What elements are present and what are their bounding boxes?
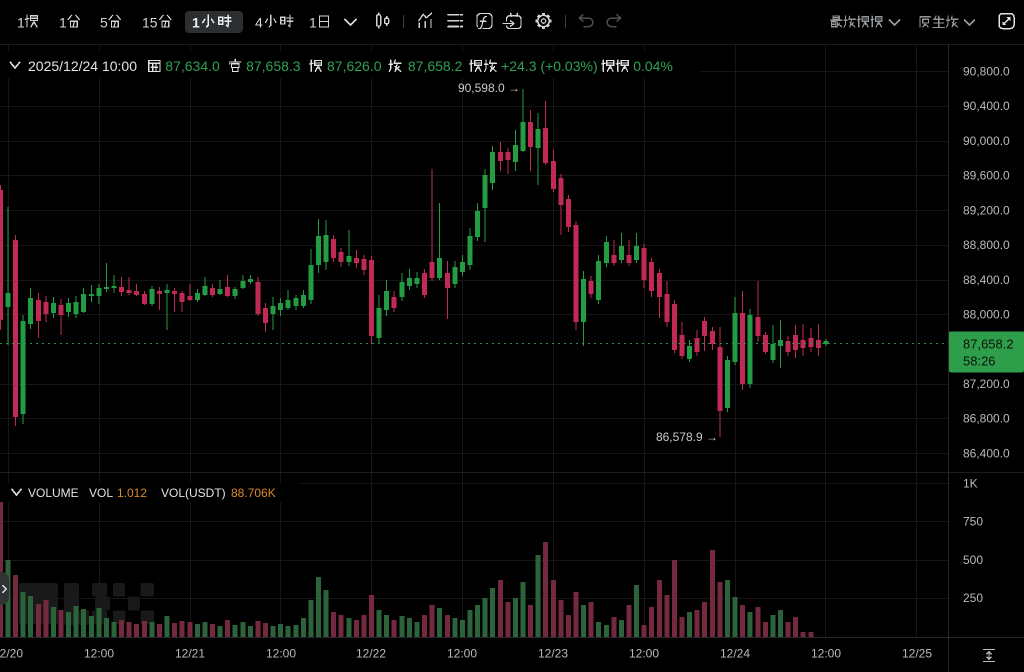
svg-text:88,800.0: 88,800.0	[963, 238, 1010, 252]
svg-text:58:26: 58:26	[963, 354, 996, 369]
svg-text:VOL(USDT): VOL(USDT)	[161, 486, 226, 500]
svg-text:0.04%: 0.04%	[633, 58, 673, 74]
svg-text:87,634.0: 87,634.0	[165, 58, 220, 74]
svg-text:87,200.0: 87,200.0	[963, 377, 1010, 391]
svg-text:90,800.0: 90,800.0	[963, 64, 1010, 78]
svg-text:12:00: 12:00	[811, 647, 841, 661]
svg-text:87,658.3: 87,658.3	[246, 58, 301, 74]
svg-text:12/20: 12/20	[0, 647, 23, 661]
svg-text:500: 500	[963, 553, 983, 567]
svg-text:VOL: VOL	[89, 486, 113, 500]
svg-text:90,598.0 →: 90,598.0 →	[458, 81, 520, 95]
svg-text:89,200.0: 89,200.0	[963, 203, 1010, 217]
svg-text:12/22: 12/22	[356, 647, 386, 661]
svg-text:88,000.0: 88,000.0	[963, 308, 1010, 322]
svg-text:12:00: 12:00	[84, 647, 114, 661]
svg-text:12:00: 12:00	[447, 647, 477, 661]
svg-text:VOLUME: VOLUME	[28, 486, 79, 500]
svg-text:88,400.0: 88,400.0	[963, 273, 1010, 287]
svg-text:250: 250	[963, 591, 983, 605]
svg-text:1: 1	[192, 15, 200, 31]
svg-text:1.012: 1.012	[117, 486, 147, 500]
svg-text:2025/12/24 10:00: 2025/12/24 10:00	[28, 58, 137, 74]
svg-text:1: 1	[17, 15, 25, 31]
svg-text:5: 5	[100, 15, 108, 31]
svg-text:12/25: 12/25	[902, 647, 932, 661]
svg-text:87,658.2: 87,658.2	[963, 337, 1014, 352]
svg-text:87,626.0: 87,626.0	[327, 58, 382, 74]
svg-text:1: 1	[59, 15, 67, 31]
svg-text:90,000.0: 90,000.0	[963, 134, 1010, 148]
svg-text:12:00: 12:00	[266, 647, 296, 661]
svg-text:86,400.0: 86,400.0	[963, 446, 1010, 460]
svg-text:4: 4	[255, 15, 263, 31]
svg-text:87,658.2: 87,658.2	[408, 58, 463, 74]
svg-text:86,800.0: 86,800.0	[963, 412, 1010, 426]
svg-text:12/23: 12/23	[538, 647, 568, 661]
svg-text:750: 750	[963, 515, 983, 529]
svg-text:15: 15	[142, 15, 158, 31]
svg-text:12/21: 12/21	[175, 647, 205, 661]
svg-text:+24.3 (+0.03%): +24.3 (+0.03%)	[501, 58, 598, 74]
svg-text:90,400.0: 90,400.0	[963, 99, 1010, 113]
svg-text:12:00: 12:00	[629, 647, 659, 661]
svg-text:1K: 1K	[963, 476, 978, 490]
svg-text:88.706K: 88.706K	[231, 486, 276, 500]
svg-text:86,578.9 →: 86,578.9 →	[656, 430, 718, 444]
svg-text:1: 1	[309, 15, 317, 31]
svg-text:89,600.0: 89,600.0	[963, 169, 1010, 183]
svg-text:12/24: 12/24	[720, 647, 750, 661]
